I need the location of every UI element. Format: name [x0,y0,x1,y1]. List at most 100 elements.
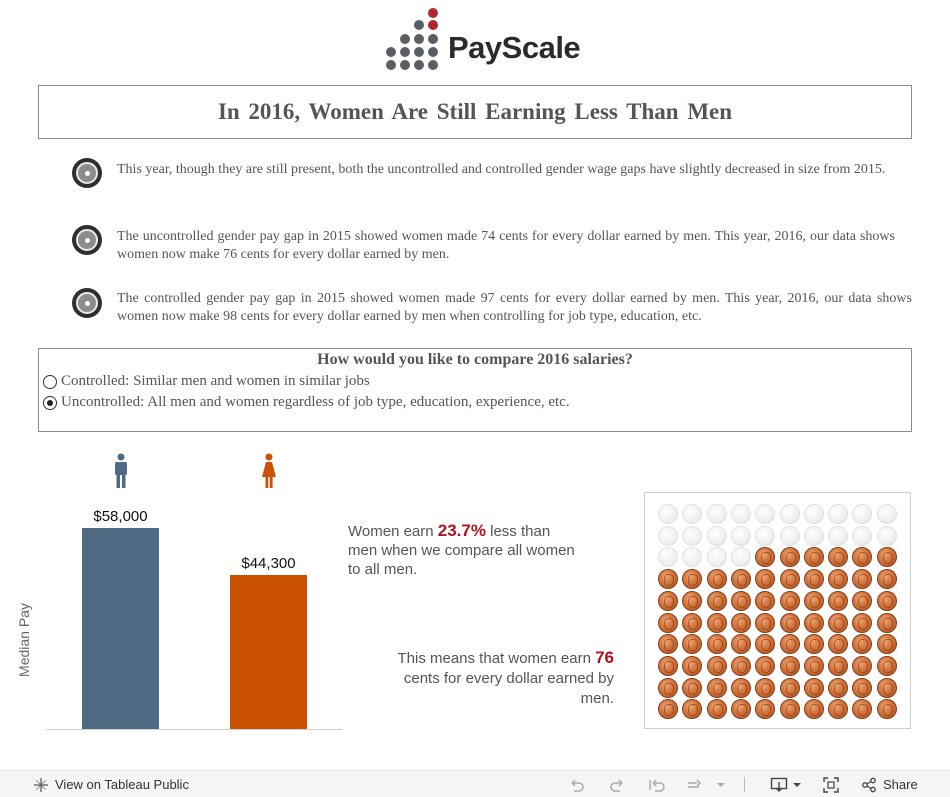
logo-dot [386,47,396,57]
empty-penny-icon [803,525,824,546]
penny-icon [755,612,776,633]
penny-icon [658,699,678,720]
penny-icon [828,569,849,590]
toolbar-divider [744,777,745,792]
penny-icon [706,590,727,611]
bar-value-label: $58,000 [93,508,148,525]
logo-dot [414,60,424,70]
logo-dot [400,34,410,44]
bullet-icon [72,288,102,318]
compare-question: How would you like to compare 2016 salar… [317,351,633,368]
compare-selector: How would you like to compare 2016 salar… [38,348,912,432]
penny-icon [658,590,678,611]
share-icon [862,777,876,792]
penny-icon [730,612,751,633]
penny-icon [803,634,824,655]
empty-penny-icon [730,525,751,546]
bullet-icon [72,158,102,188]
penny-icon [828,699,849,720]
penny-icon [779,569,800,590]
gap-annotation-post: less than men when we compare all women … [348,523,575,578]
penny-icon [876,547,897,568]
cents-value: 76 [595,648,614,667]
gap-percent: 23.7% [437,521,486,540]
empty-penny-icon [706,525,727,546]
logo-dot [386,60,396,70]
penny-icon [658,569,678,590]
radio-uncontrolled-label: Uncontrolled: All men and women regardle… [61,394,570,410]
empty-penny-icon [730,504,751,524]
empty-penny-icon [876,525,897,546]
logo-text: PayScale [448,30,581,65]
penny-icon [852,655,873,676]
penny-icon [852,569,873,590]
penny-icon [730,569,751,590]
penny-icon [828,547,849,568]
penny-icon [658,612,678,633]
empty-penny-icon [828,525,849,546]
penny-icon [876,612,897,633]
empty-penny-icon [682,525,703,546]
share-label: Share [883,777,918,792]
penny-icon [876,655,897,676]
penny-icon [658,655,678,676]
bar-women[interactable] [230,575,307,729]
empty-penny-icon [828,504,849,524]
logo-dot [428,60,438,70]
undo-icon[interactable] [568,776,586,794]
share-button[interactable]: Share [861,771,918,797]
download-dropdown-icon[interactable] [788,776,806,794]
penny-icon [682,677,703,698]
bullet-text-3: The controlled gender pay gap in 2015 sh… [117,291,912,324]
logo-dot [414,34,424,44]
penny-icon [803,612,824,633]
bullet-text-1: This year, though they are still present… [117,162,886,177]
radio-button-icon[interactable] [43,374,57,389]
tableau-icon [34,777,48,792]
empty-penny-icon [755,525,776,546]
refresh-dropdown-icon[interactable] [712,776,730,794]
radio-uncontrolled[interactable]: Uncontrolled: All men and women regardle… [43,394,570,411]
revert-icon[interactable] [648,776,666,794]
empty-penny-icon [779,525,800,546]
penny-icon [755,634,776,655]
cents-annotation: This means that women earn 76 cents for … [380,648,614,709]
bullet-icon [72,225,102,255]
bar-men[interactable] [82,528,159,729]
penny-grid [644,492,911,729]
penny-icon [852,547,873,568]
penny-icon [706,655,727,676]
penny-icon [755,590,776,611]
radio-controlled[interactable]: Controlled: Similar men and women in sim… [43,373,370,390]
empty-penny-icon [706,504,727,524]
penny-icon [706,677,727,698]
view-on-tableau-link[interactable]: View on Tableau Public [33,771,189,797]
penny-icon [658,677,678,698]
empty-penny-icon [876,504,897,524]
penny-icon [828,655,849,676]
refresh-icon[interactable] [685,776,703,794]
penny-icon [803,655,824,676]
penny-icon [706,699,727,720]
penny-icon [682,569,703,590]
penny-icon [828,677,849,698]
logo-dots-icon [384,6,440,72]
penny-icon [682,655,703,676]
gap-annotation-pre: Women earn [348,523,438,540]
bullet-text-2: The uncontrolled gender pay gap in 2015 … [117,229,895,262]
radio-button-selected-icon[interactable] [43,395,57,410]
empty-penny-icon [658,525,678,546]
empty-penny-icon [706,547,727,568]
redo-icon[interactable] [608,776,626,794]
fullscreen-icon[interactable] [822,776,840,794]
empty-penny-icon [803,504,824,524]
penny-icon [730,655,751,676]
page-title: In 2016, Women Are Still Earning Less Th… [217,99,733,124]
penny-icon [852,699,873,720]
penny-icon [803,677,824,698]
download-icon[interactable] [770,776,788,794]
penny-icon [876,634,897,655]
penny-icon [876,677,897,698]
view-on-tableau-label: View on Tableau Public [55,777,189,792]
penny-icon [682,612,703,633]
